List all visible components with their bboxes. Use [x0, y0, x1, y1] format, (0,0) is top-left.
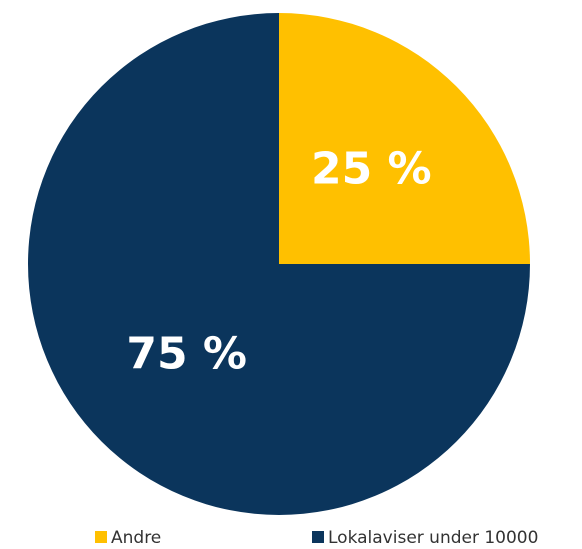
legend-swatch: [95, 531, 107, 543]
value-label: 75 %: [126, 328, 247, 379]
value-label: 25 %: [311, 144, 432, 195]
legend-label: Andre: [111, 528, 161, 548]
pie-slice: [279, 13, 530, 264]
pie-slice: [28, 13, 530, 515]
legend-swatch: [312, 531, 324, 543]
legend-label: Lokalaviser under 10000: [328, 528, 538, 548]
